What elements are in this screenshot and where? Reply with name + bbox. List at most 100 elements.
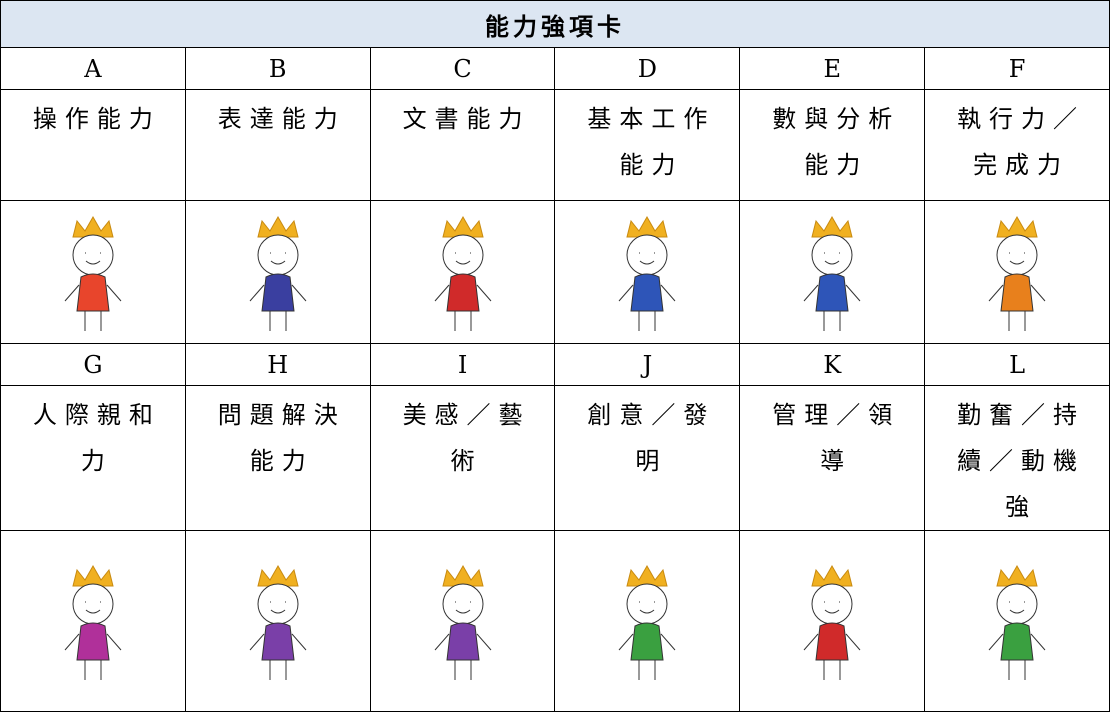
card-letter: H <box>184 343 371 386</box>
head <box>442 583 484 625</box>
card-label: 操作能力 <box>0 89 186 201</box>
limbs <box>64 284 122 331</box>
limbs <box>619 633 676 680</box>
face <box>269 601 286 614</box>
crown <box>441 564 484 587</box>
limbs <box>249 633 307 680</box>
body <box>446 622 480 661</box>
head <box>626 234 668 276</box>
illustration <box>64 215 122 331</box>
limbs <box>434 633 491 680</box>
illustration <box>434 564 491 680</box>
image-row <box>0 200 1110 344</box>
crown <box>72 215 114 238</box>
body <box>76 273 110 312</box>
card-image <box>554 200 741 344</box>
crown <box>996 564 1038 587</box>
face <box>824 601 841 614</box>
body <box>446 273 480 312</box>
limbs <box>803 284 861 331</box>
card-letter: F <box>924 47 1110 90</box>
face <box>639 252 656 265</box>
card-image <box>924 530 1110 712</box>
body <box>76 622 110 661</box>
limbs <box>988 633 1046 680</box>
crown <box>72 564 114 587</box>
card-image <box>554 530 741 712</box>
limbs <box>249 284 307 331</box>
head <box>72 583 114 625</box>
card-letter: B <box>184 47 371 90</box>
body <box>630 622 664 661</box>
card-image <box>369 530 556 712</box>
crown <box>811 215 853 238</box>
card-letter: E <box>739 47 926 90</box>
illustration <box>249 215 307 331</box>
card-letter: I <box>369 343 556 386</box>
illustration <box>988 215 1046 331</box>
card-label: 表達能力 <box>184 89 371 201</box>
card-letter: A <box>0 47 186 90</box>
illustration <box>988 564 1046 680</box>
head <box>996 234 1038 276</box>
table-title: 能力強項卡 <box>0 0 1110 48</box>
card-label: 勤奮／持續／動機強 <box>924 385 1110 531</box>
body <box>630 273 664 312</box>
illustration <box>803 215 861 331</box>
limbs <box>434 284 491 331</box>
title-row: 能力強項卡 <box>0 0 1110 48</box>
card-label: 基本工作能力 <box>554 89 741 201</box>
card-image <box>184 530 371 712</box>
face <box>454 252 471 265</box>
limbs <box>619 284 676 331</box>
card-letter: K <box>739 343 926 386</box>
card-label: 創意／發明 <box>554 385 741 531</box>
face <box>84 601 101 614</box>
card-letter: L <box>924 343 1110 386</box>
illustration <box>64 564 122 680</box>
head <box>257 583 299 625</box>
card-image <box>184 200 371 344</box>
crown <box>257 564 299 587</box>
label-row: 操作能力 表達能力 文書能力 基本工作能力 數與分析能力 執行力／完成力 <box>0 89 1110 201</box>
illustration <box>249 564 307 680</box>
body <box>815 622 849 661</box>
card-label: 人際親和力 <box>0 385 186 531</box>
card-image <box>0 530 186 712</box>
card-label: 文書能力 <box>369 89 556 201</box>
body <box>815 273 849 312</box>
card-letter: C <box>369 47 556 90</box>
card-label: 數與分析能力 <box>739 89 926 201</box>
head <box>257 234 299 276</box>
head <box>72 234 114 276</box>
card-image <box>739 530 926 712</box>
face <box>269 252 286 265</box>
body <box>261 622 295 661</box>
card-label: 問題解決能力 <box>184 385 371 531</box>
illustration <box>434 215 491 331</box>
face <box>1009 252 1026 265</box>
label-row: 人際親和力 問題解決能力 美感／藝術 創意／發明 管理／領導 勤奮／持續／動機強 <box>0 385 1110 531</box>
head <box>626 583 668 625</box>
crown <box>441 215 484 238</box>
illustration <box>803 564 861 680</box>
face <box>639 601 656 614</box>
card-label: 執行力／完成力 <box>924 89 1110 201</box>
illustration <box>619 564 676 680</box>
card-label: 管理／領導 <box>739 385 926 531</box>
card-letter: J <box>554 343 741 386</box>
card-image <box>369 200 556 344</box>
card-image <box>924 200 1110 344</box>
body <box>261 273 295 312</box>
face <box>84 252 101 265</box>
face <box>824 252 841 265</box>
card-image <box>739 200 926 344</box>
crown <box>996 215 1038 238</box>
face <box>454 601 471 614</box>
limbs <box>988 284 1046 331</box>
face <box>1009 601 1026 614</box>
card-image <box>0 200 186 344</box>
